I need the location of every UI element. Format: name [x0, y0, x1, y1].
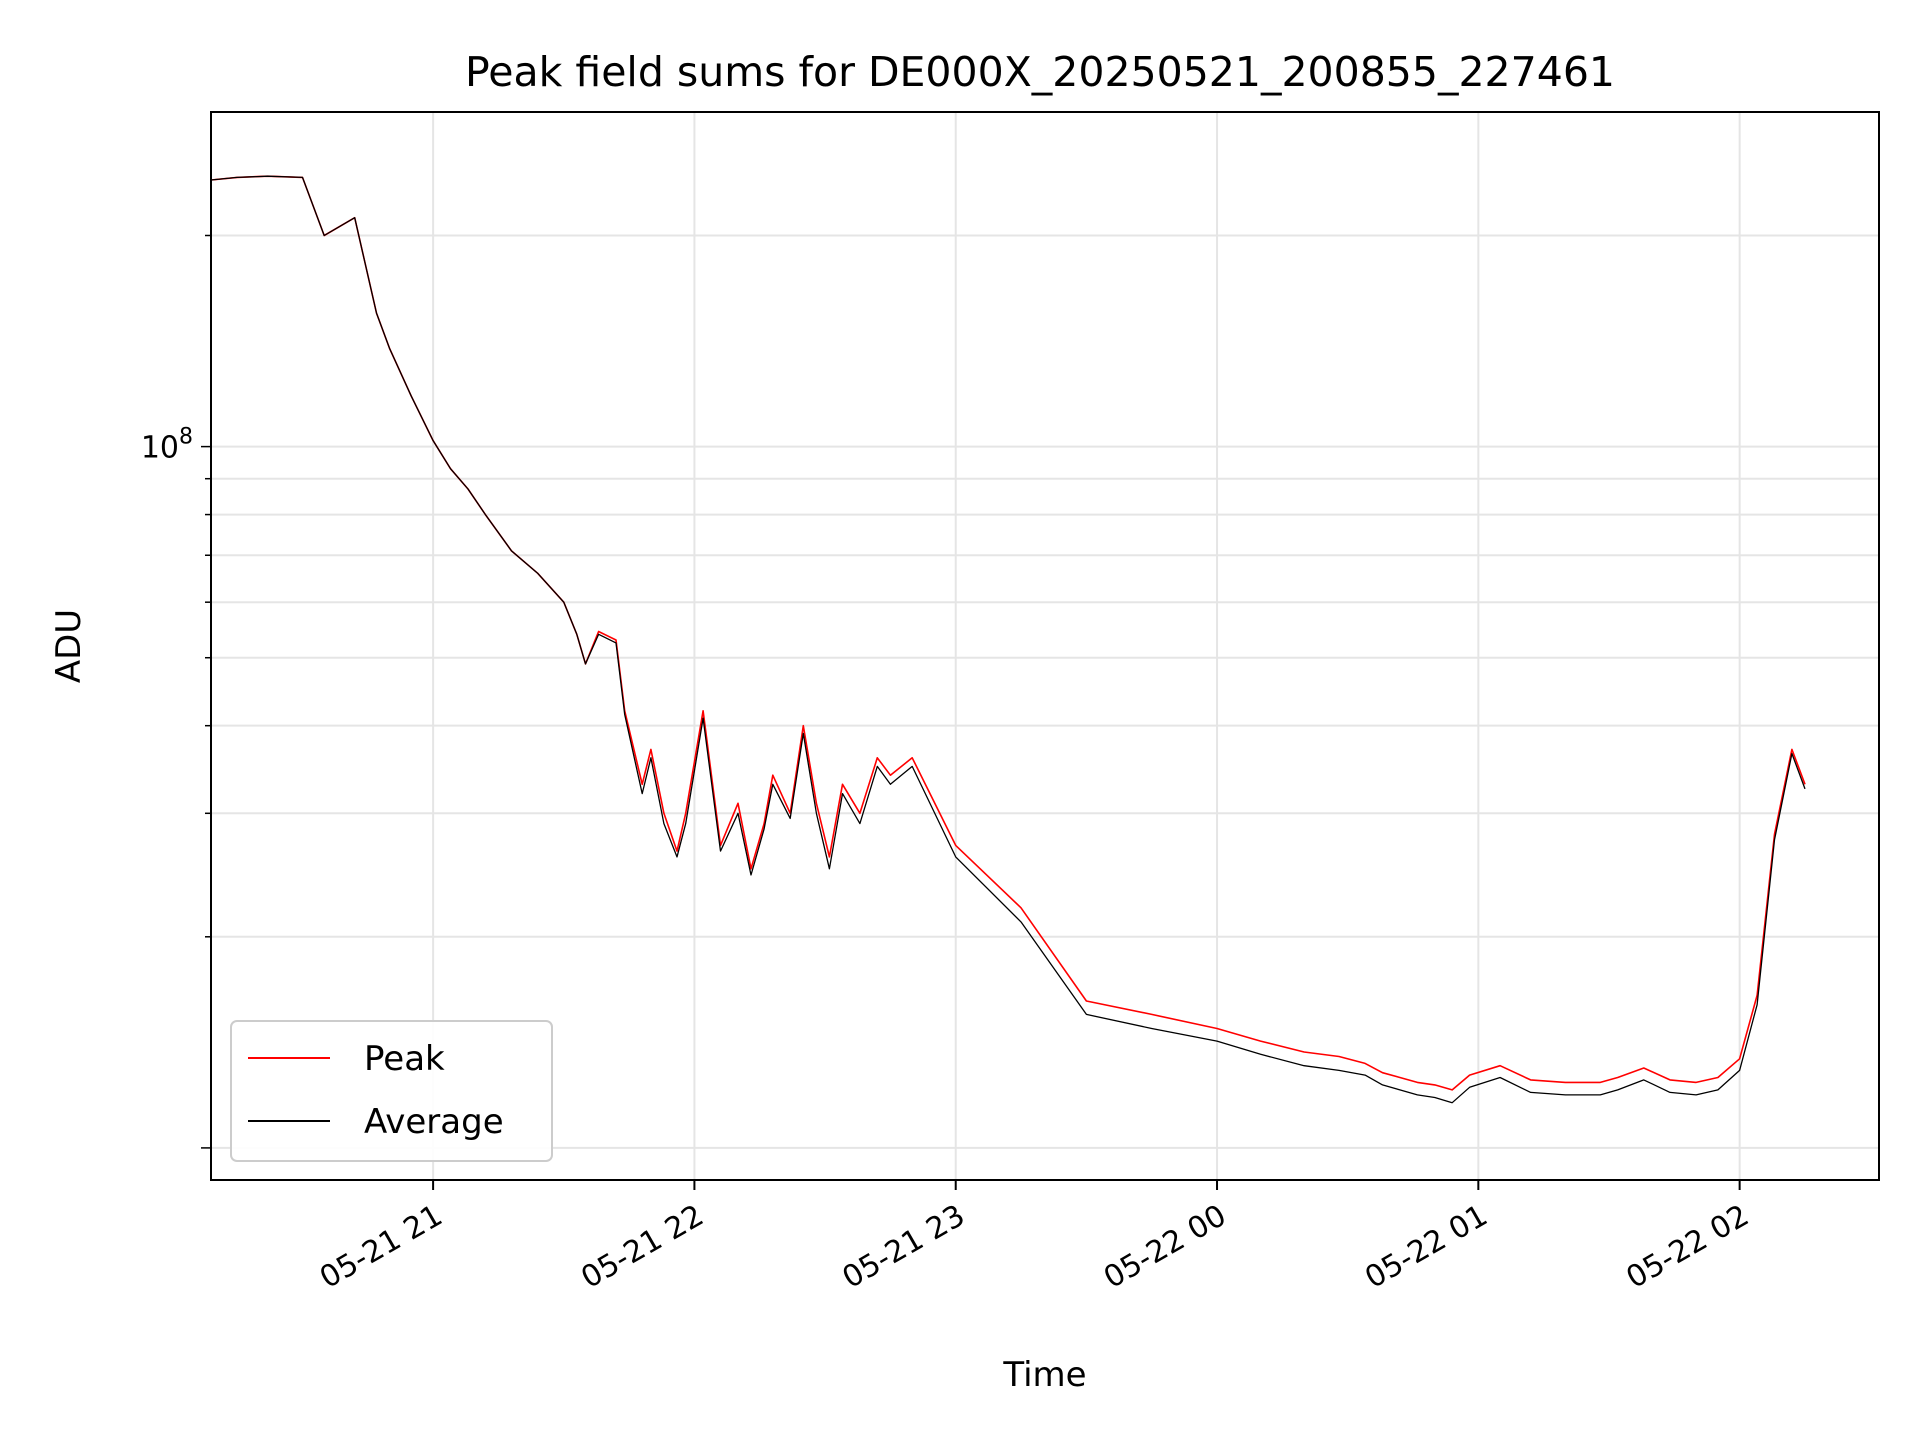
- legend-label-peak: Peak: [364, 1039, 445, 1079]
- grid-lines: [211, 112, 1879, 1180]
- x-tick-label: 05-21 23: [837, 1198, 971, 1296]
- plot-series: [210, 175, 1806, 1104]
- legend: Peak Average: [230, 1020, 553, 1162]
- x-tick-label: 05-21 22: [575, 1198, 709, 1296]
- y-axis-label: ADU: [49, 609, 89, 683]
- x-tick-label: 05-22 01: [1359, 1198, 1493, 1296]
- plot-frame: [210, 111, 1880, 1181]
- x-tick-label: 05-22 02: [1621, 1198, 1755, 1296]
- series-line-average: [210, 175, 1806, 1104]
- y-tick-label: 108: [141, 425, 193, 466]
- x-tick-label: 05-22 00: [1098, 1198, 1232, 1296]
- legend-frame: [230, 1020, 553, 1162]
- legend-label-average: Average: [364, 1102, 504, 1142]
- x-tick-label: 05-21 21: [314, 1198, 448, 1296]
- x-axis-label: Time: [1002, 1355, 1086, 1395]
- series-line-peak: [210, 175, 1806, 1091]
- chart-title: Peak field sums for DE000X_20250521_2008…: [465, 48, 1615, 96]
